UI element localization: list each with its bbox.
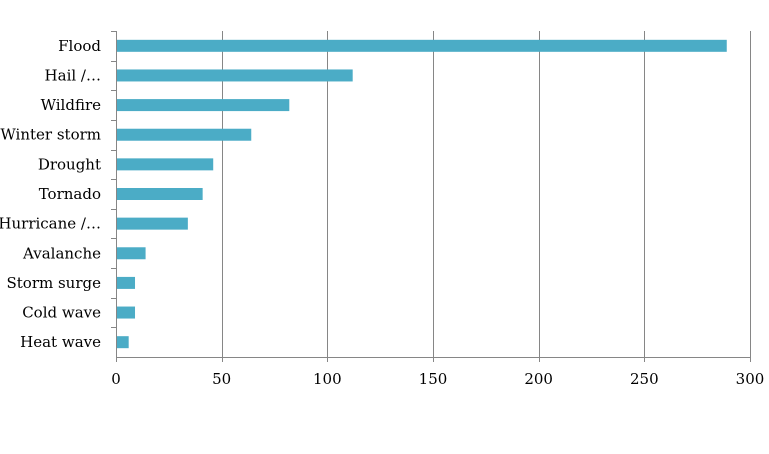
category-label-3: Winter storm: [0, 126, 101, 144]
category-label-4: Drought: [38, 155, 101, 173]
bar-5: [117, 188, 203, 200]
bar-2: [117, 99, 290, 112]
category-labels: Flood Hail /… Wildfire Winter storm Drought T…: [0, 37, 101, 351]
bars: [117, 39, 727, 349]
category-label-5: Tornado: [39, 185, 101, 203]
x-tick-label-300: 300: [736, 370, 765, 388]
axes: [111, 31, 751, 362]
bar-6: [117, 217, 188, 230]
category-label-2: Wildfire: [41, 96, 102, 114]
category-label-9: Cold wave: [22, 304, 101, 322]
bar-3: [117, 128, 252, 141]
category-label-7: Avalanche: [22, 244, 101, 262]
x-tick-label-200: 200: [524, 370, 553, 388]
grid-lines: [222, 31, 751, 357]
x-tick-label-150: 150: [419, 370, 448, 388]
x-tick-label-50: 50: [212, 370, 231, 388]
category-label-10: Heat wave: [20, 333, 101, 351]
x-tick-label-250: 250: [630, 370, 659, 388]
category-label-0: Flood: [58, 37, 101, 55]
category-label-1: Hail /…: [45, 66, 101, 84]
x-tick-label-100: 100: [313, 370, 342, 388]
bar-0: [117, 39, 727, 52]
bar-4: [117, 158, 214, 171]
category-label-8: Storm surge: [6, 274, 101, 292]
bar-1: [117, 69, 353, 82]
bar-8: [117, 276, 136, 289]
category-label-6: Hurricane /…: [0, 215, 101, 233]
x-tick-label-0: 0: [111, 370, 121, 388]
bar-7: [117, 247, 146, 260]
bar-10: [117, 336, 129, 349]
bar-9: [117, 306, 136, 319]
x-tick-labels: 0 50 100 150 200 250 300: [111, 370, 764, 388]
